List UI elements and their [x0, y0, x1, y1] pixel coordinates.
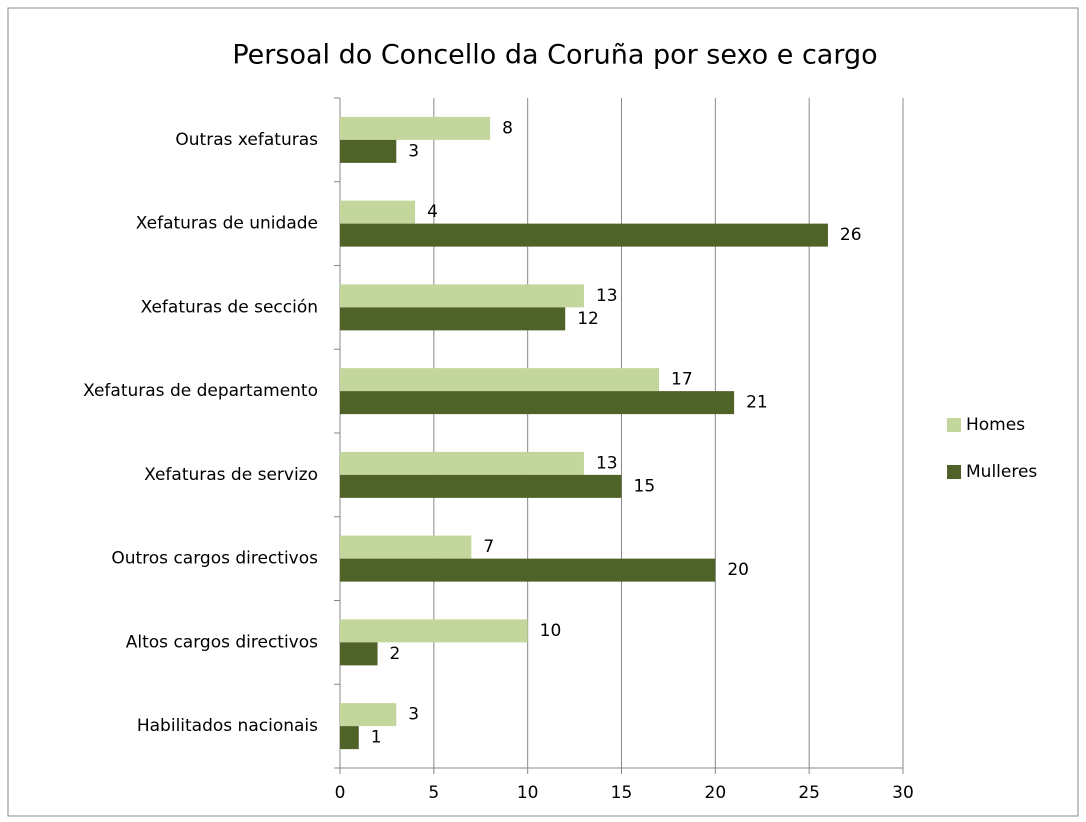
- data-label: 1: [371, 728, 382, 748]
- x-tick-label: 15: [611, 783, 633, 803]
- y-tick-label: Outras xefaturas: [175, 130, 318, 150]
- data-label: 3: [408, 141, 419, 161]
- data-label: 20: [727, 560, 749, 580]
- data-label: 13: [596, 286, 618, 306]
- bar: [340, 726, 359, 750]
- y-tick-label: Xefaturas de sección: [141, 297, 318, 317]
- x-tick-label: 10: [517, 783, 539, 803]
- data-label: 2: [390, 644, 401, 664]
- bar: [340, 284, 584, 308]
- bar: [340, 116, 491, 140]
- legend-swatch: [947, 465, 961, 479]
- bar: [340, 474, 622, 498]
- y-tick-label: Xefaturas de servizo: [144, 465, 318, 485]
- bar: [340, 451, 584, 475]
- y-tick-label: Xefaturas de unidade: [136, 214, 318, 234]
- x-tick-label: 0: [335, 783, 346, 803]
- chart-title: Persoal do Concello da Coruña por sexo e…: [232, 40, 877, 71]
- legend-label: Mulleres: [966, 462, 1037, 482]
- data-label: 15: [634, 476, 656, 496]
- bar: [340, 223, 828, 247]
- y-tick-label: Outros cargos directivos: [111, 549, 318, 569]
- data-label: 12: [577, 309, 599, 329]
- y-tick-label: Xefaturas de departamento: [83, 381, 318, 401]
- bar: [340, 391, 735, 415]
- bar: [340, 535, 472, 559]
- data-label: 3: [408, 705, 419, 725]
- bar: [340, 368, 660, 392]
- bar: [340, 558, 716, 582]
- bar: [340, 200, 416, 224]
- data-label: 10: [540, 621, 562, 641]
- bar: [340, 619, 528, 643]
- data-label: 26: [840, 225, 862, 245]
- x-tick-label: 5: [428, 783, 439, 803]
- data-label: 8: [502, 118, 513, 138]
- y-tick-label: Habilitados nacionais: [137, 716, 318, 736]
- x-tick-label: 25: [798, 783, 820, 803]
- bar: [340, 642, 378, 666]
- legend-swatch: [947, 418, 961, 432]
- bar: [340, 139, 397, 163]
- data-label: 17: [671, 370, 693, 390]
- data-label: 7: [483, 537, 494, 557]
- bar: [340, 307, 566, 331]
- data-label: 21: [746, 393, 768, 413]
- data-label: 13: [596, 453, 618, 473]
- x-tick-label: 30: [892, 783, 914, 803]
- bar: [340, 703, 397, 727]
- y-tick-label: Altos cargos directivos: [126, 632, 318, 652]
- x-tick-label: 20: [705, 783, 727, 803]
- data-label: 4: [427, 202, 438, 222]
- legend-label: Homes: [966, 415, 1025, 435]
